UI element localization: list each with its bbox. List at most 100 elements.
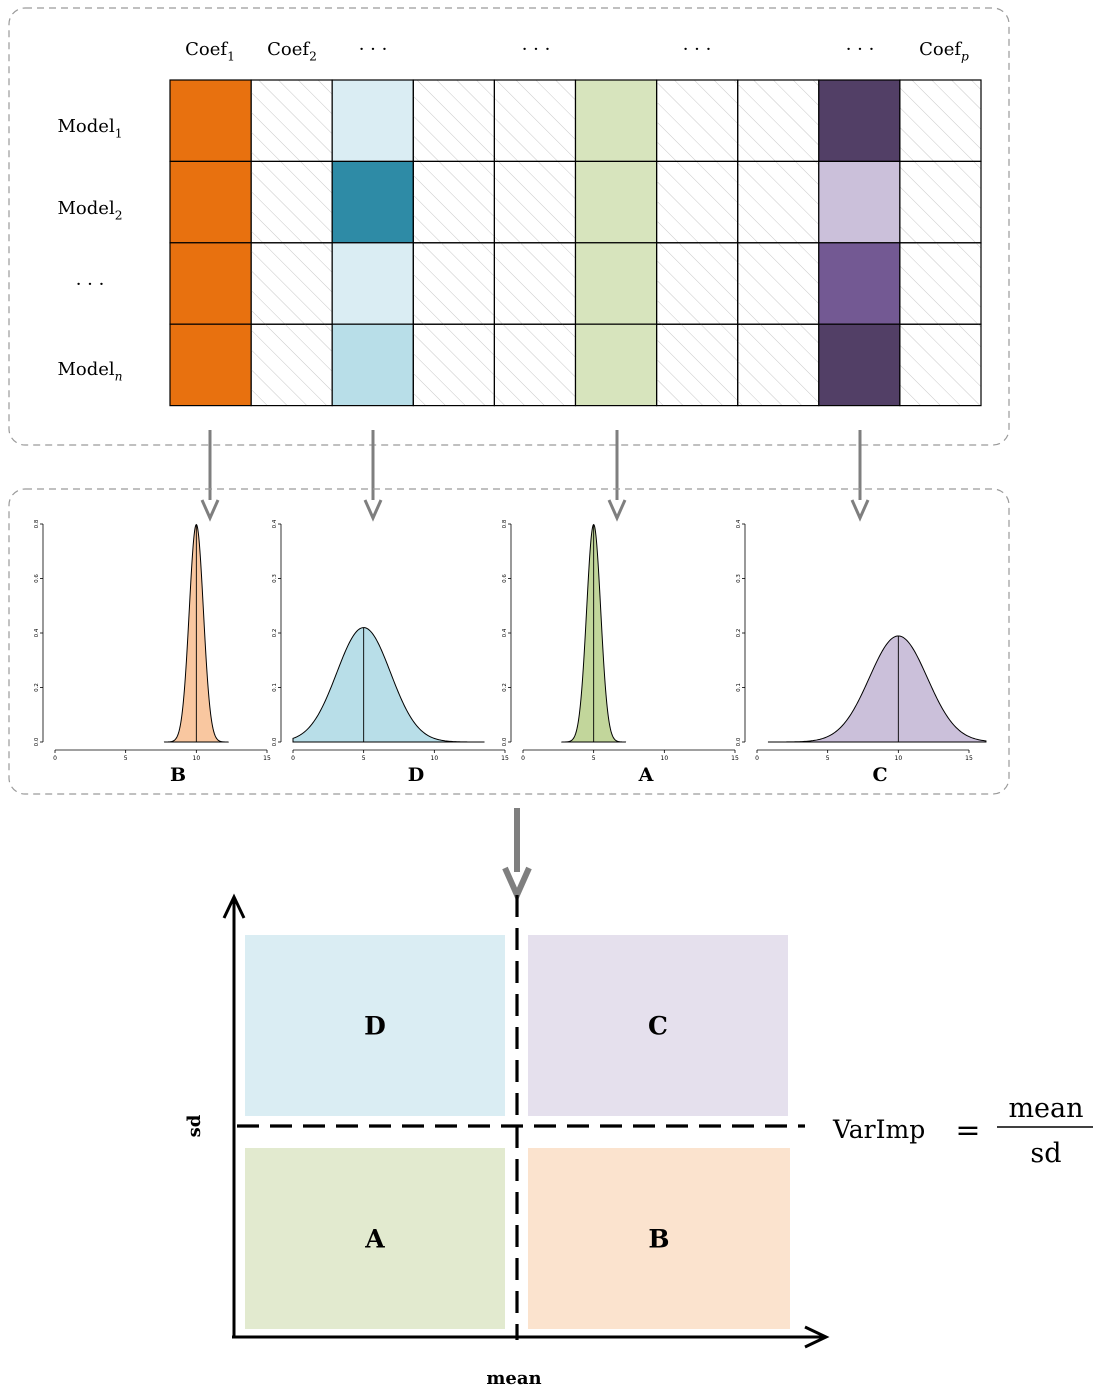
matrix-cell [412, 323, 495, 407]
matrix-cell [655, 323, 739, 407]
matrix-cell [574, 79, 658, 163]
quadrant-label: A [364, 1225, 385, 1254]
distribution-label: B [170, 764, 186, 786]
row-label: · · · [76, 274, 105, 295]
y-tick-label: 0.8 [34, 519, 40, 528]
y-tick-label: 0.6 [502, 574, 508, 583]
row-label: Model2 [58, 198, 123, 222]
matrix-cell [818, 160, 901, 244]
matrix-cell [818, 242, 901, 325]
x-tick-label: 5 [592, 755, 596, 762]
quadrant-label: C [648, 1012, 668, 1041]
quadrant-D [245, 935, 505, 1116]
column-header: · · · [359, 39, 388, 60]
column-header: Coef2 [267, 39, 317, 63]
x-tick-label: 15 [731, 755, 739, 762]
formula-equals: = [955, 1113, 980, 1148]
density-plots: 0.0 0.2 0.4 0.6 0.8 0 5 10 15 B 0.0 0.1 0.2 0.3 0.4 0 5 1… [34, 519, 987, 786]
mean-axis-arrowhead [804, 1325, 830, 1349]
matrix-cell [412, 160, 495, 244]
y-tick-label: 0.3 [736, 574, 742, 583]
matrix-cell [737, 242, 820, 325]
matrix-cell [412, 242, 495, 325]
y-tick-label: 0.3 [272, 574, 278, 583]
matrix-cell [574, 160, 658, 244]
y-tick-label: 0.4 [272, 519, 278, 528]
row-label: Model1 [58, 116, 123, 140]
formula-numerator: mean [1008, 1093, 1083, 1124]
y-axis-label: sd [184, 1114, 205, 1137]
formula-denominator: sd [1030, 1138, 1061, 1169]
matrix-cell [574, 242, 658, 325]
column-header: Coef1 [185, 39, 235, 63]
matrix-cell [655, 79, 739, 163]
sd-axis-arrowhead [222, 893, 246, 919]
quadrant-B [528, 1148, 790, 1329]
distribution-label: C [872, 764, 887, 786]
x-tick-label: 10 [895, 755, 903, 762]
matrix-to-distribution-arrows [200, 430, 870, 522]
matrix-cell [655, 242, 739, 325]
column-header: · · · [522, 39, 551, 60]
matrix-cell [493, 160, 577, 244]
matrix-cell [250, 242, 333, 325]
y-tick-label: 0.4 [736, 519, 742, 528]
y-tick-label: 0.1 [736, 683, 742, 692]
x-tick-label: 0 [291, 755, 295, 762]
x-tick-label: 15 [501, 755, 509, 762]
matrix-cell [899, 242, 982, 325]
x-tick-label: 0 [53, 755, 57, 762]
quadrant-label: D [364, 1012, 386, 1041]
y-tick-label: 0.0 [502, 737, 508, 746]
y-tick-label: 0.2 [34, 683, 40, 692]
column-header: Coefp [919, 39, 969, 63]
y-tick-label: 0.2 [272, 629, 278, 638]
y-tick-label: 0.0 [34, 737, 40, 746]
matrix-cell [331, 242, 414, 325]
y-tick-label: 0.4 [502, 628, 508, 637]
matrix-cell [818, 79, 901, 163]
down-arrow-head [363, 499, 383, 522]
x-axis-label: mean [486, 1368, 541, 1389]
y-tick-label: 0.1 [272, 683, 278, 692]
matrix-cell [737, 323, 820, 407]
matrix-cell [493, 323, 577, 407]
x-tick-label: 15 [263, 755, 271, 762]
matrix-cell [493, 242, 577, 325]
density-plot-D: 0.0 0.1 0.2 0.3 0.4 0 5 10 15 D [272, 519, 509, 786]
matrix-cell [899, 323, 982, 407]
matrix-cell [412, 79, 495, 163]
column-header: · · · [683, 39, 712, 60]
matrix-row-labels: Model1 Model2 · · · Modeln [57, 116, 122, 383]
down-arrow-head [200, 499, 220, 522]
matrix-cell [737, 79, 820, 163]
matrix-column-headers: Coef1 Coef2 · · · · · · · · · · · · Coefp [185, 39, 969, 63]
matrix-cell [169, 242, 252, 325]
matrix-cell [574, 323, 658, 407]
matrix-cell [331, 160, 414, 244]
y-tick-label: 0.8 [502, 519, 508, 528]
x-tick-label: 15 [965, 755, 973, 762]
y-tick-label: 0.0 [272, 737, 278, 746]
x-tick-label: 10 [661, 755, 669, 762]
matrix-cell [331, 79, 414, 163]
distributions-to-quadrants-arrowhead [502, 866, 532, 903]
quadrant-label: B [648, 1225, 669, 1254]
density-curve [767, 635, 987, 743]
quadrant-C [528, 935, 788, 1116]
matrix-cell [169, 323, 252, 407]
distribution-label: A [638, 764, 654, 786]
x-tick-label: 0 [755, 755, 759, 762]
x-tick-label: 5 [362, 755, 366, 762]
y-tick-label: 0.0 [736, 737, 742, 746]
x-tick-label: 0 [521, 755, 525, 762]
quadrant-A [245, 1148, 505, 1329]
matrix-cell [655, 160, 739, 244]
matrix-cell [899, 79, 982, 163]
y-tick-label: 0.6 [34, 574, 40, 583]
matrix-cell [169, 160, 252, 244]
matrix-cell [169, 79, 252, 163]
matrix-cell [737, 160, 820, 244]
